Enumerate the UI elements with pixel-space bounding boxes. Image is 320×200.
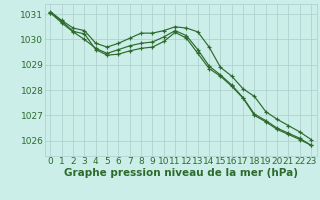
X-axis label: Graphe pression niveau de la mer (hPa): Graphe pression niveau de la mer (hPa) <box>64 168 298 178</box>
